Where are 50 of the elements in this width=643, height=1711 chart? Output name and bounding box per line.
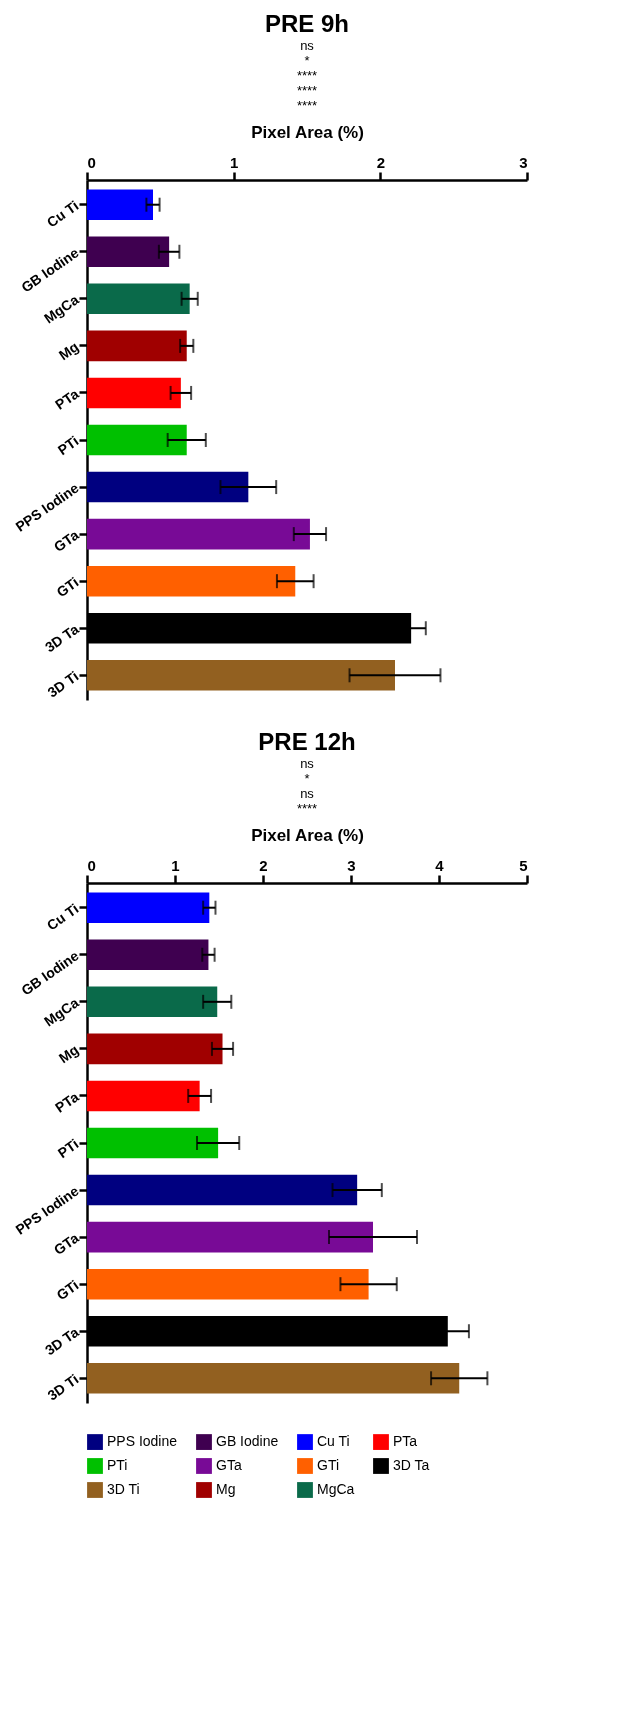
y-tick-label: Mg [55,1041,82,1067]
text: * [304,53,310,68]
y-tick-label: PTa [52,1088,82,1116]
y-tick-label: 3D Ti [44,1370,82,1404]
x-axis-title: Pixel Area (%) [251,825,364,845]
chart-title: PRE 9h [264,10,350,37]
legend-label: GTi [317,1457,340,1473]
legend-label: PPS Iodine [107,1433,178,1450]
legend-label: 3D Ta [393,1457,430,1473]
y-tick-label: GTa [50,526,82,555]
text: ns [300,786,315,801]
y-tick-label: GTi [53,1276,82,1304]
y-tick-label: 3D Ti [44,667,82,701]
x-tick-label: 2 [376,153,386,171]
x-tick-label: 3 [519,153,528,171]
legend-label: 3D Ti [107,1481,140,1497]
y-tick-label: Mg [55,338,82,364]
y-tick-label: GTa [50,1229,82,1258]
x-tick-label: 1 [171,856,180,874]
y-tick-label: PTi [54,432,82,459]
y-tick-label: GTi [53,573,82,601]
x-tick-label: 0 [87,153,96,171]
y-tick-label: Cu Ti [43,197,82,231]
chart-title: PRE 12h [258,728,356,755]
text: ns [300,38,315,53]
text: * [304,771,310,786]
x-tick-label: 4 [435,856,445,874]
legend-label: GTa [216,1457,242,1473]
x-tick-label: 2 [259,856,268,874]
y-tick-label: PTi [54,1135,82,1162]
x-axis-title: Pixel Area (%) [251,122,364,142]
y-tick-label: Cu Ti [43,900,82,934]
x-tick-label: 5 [519,856,528,874]
legend-label: PTi [107,1457,128,1473]
text: **** [296,83,318,98]
text: ns [300,756,315,771]
legend-label: Mg [216,1481,236,1497]
legend-label: GB Iodine [216,1433,279,1450]
x-tick-label: 0 [87,856,96,874]
y-tick-label: 3D Ta [41,620,82,656]
text: **** [296,98,318,113]
legend-label: PTa [393,1433,418,1450]
y-tick-label: 3D Ta [41,1323,82,1359]
text: **** [296,801,318,816]
legend-label: MgCa [317,1481,355,1497]
legend-label: Cu Ti [317,1433,350,1450]
text: **** [296,68,318,83]
x-tick-label: 3 [347,856,356,874]
y-tick-label: PTa [52,385,82,413]
x-tick-label: 1 [229,153,239,171]
